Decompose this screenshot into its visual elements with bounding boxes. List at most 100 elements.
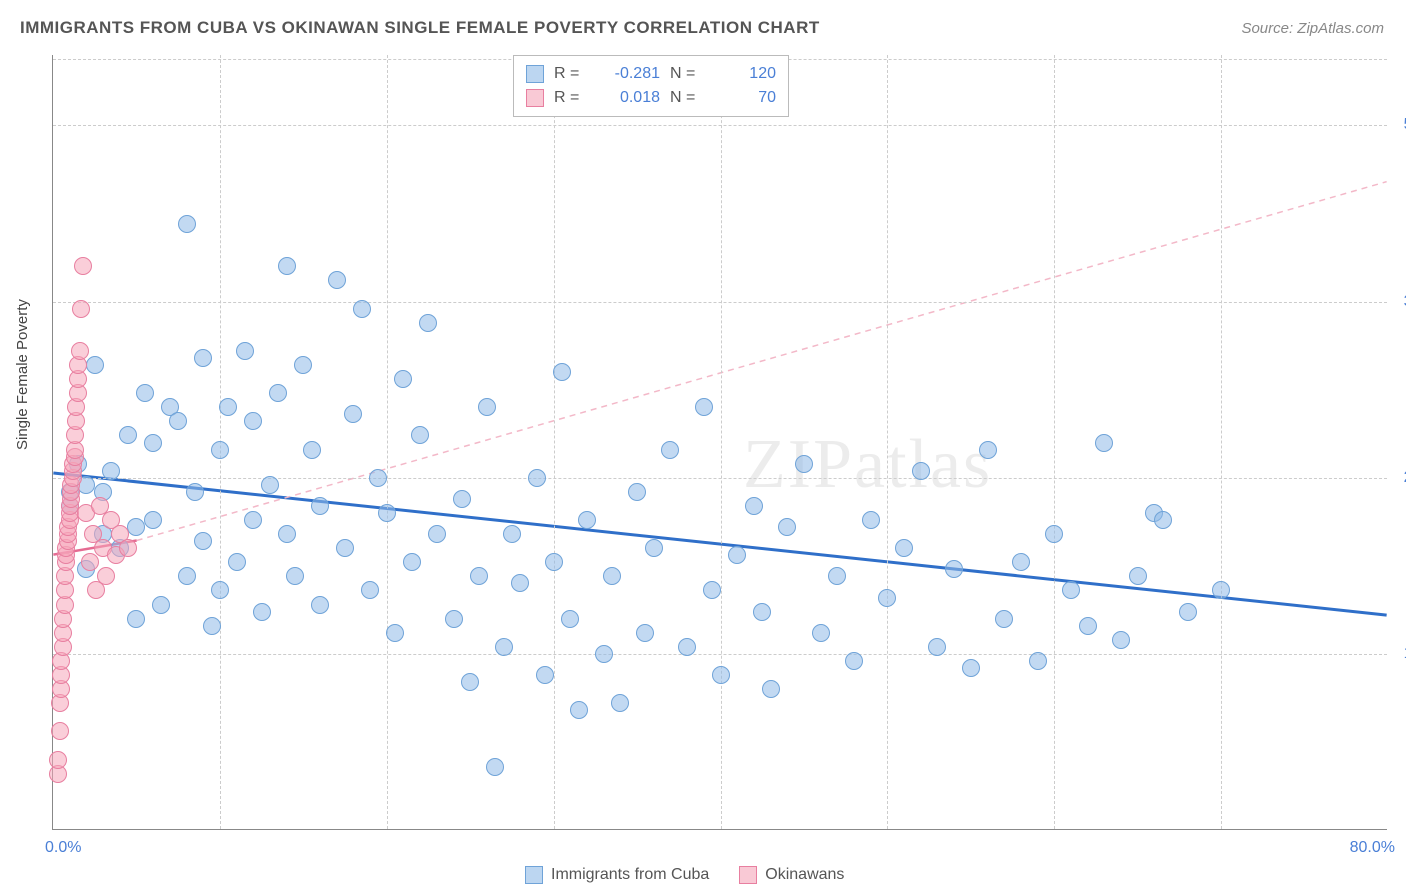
data-point [127,610,145,628]
data-point [136,384,154,402]
data-point [461,673,479,691]
data-point [895,539,913,557]
legend-row-okinawan: R = 0.018 N = 70 [526,86,776,110]
data-point [636,624,654,642]
data-point [1154,511,1172,529]
data-point [178,567,196,585]
data-point [102,462,120,480]
data-point [386,624,404,642]
source-attribution: Source: ZipAtlas.com [1241,20,1384,37]
data-point [1179,603,1197,621]
data-point [478,398,496,416]
data-point [603,567,621,585]
data-point [561,610,579,628]
r-label: R = [554,65,588,83]
y-axis-label: Single Female Poverty [14,299,31,450]
data-point [745,497,763,515]
data-point [51,722,69,740]
x-tick-max: 80.0% [1350,839,1395,857]
series-legend: Immigrants from Cuba Okinawans [525,866,844,884]
data-point [194,349,212,367]
data-point [394,370,412,388]
data-point [1095,434,1113,452]
data-point [211,581,229,599]
vgrid-line [387,55,388,829]
data-point [570,701,588,719]
data-point [203,617,221,635]
data-point [536,666,554,684]
watermark: ZIPatlas [743,425,992,505]
data-point [178,215,196,233]
legend-label: Immigrants from Cuba [551,866,709,884]
swatch-blue-icon [525,866,543,884]
data-point [152,596,170,614]
legend-label: Okinawans [765,866,844,884]
data-point [712,666,730,684]
data-point [912,462,930,480]
legend-item-cuba: Immigrants from Cuba [525,866,709,884]
data-point [261,476,279,494]
data-point [194,532,212,550]
data-point [812,624,830,642]
data-point [528,469,546,487]
data-point [49,751,67,769]
data-point [995,610,1013,628]
data-point [244,511,262,529]
x-tick-min: 0.0% [45,839,81,857]
data-point [71,342,89,360]
data-point [703,581,721,599]
data-point [369,469,387,487]
data-point [119,539,137,557]
data-point [1062,581,1080,599]
data-point [236,342,254,360]
data-point [945,560,963,578]
data-point [278,525,296,543]
data-point [979,441,997,459]
data-point [403,553,421,571]
data-point [1079,617,1097,635]
data-point [286,567,304,585]
data-point [269,384,287,402]
data-point [311,497,329,515]
data-point [795,455,813,473]
data-point [81,553,99,571]
data-point [511,574,529,592]
r-label: R = [554,89,588,107]
data-point [186,483,204,501]
data-point [503,525,521,543]
vgrid-line [887,55,888,829]
r-value-cuba: -0.281 [598,65,660,83]
scatter-plot-area: ZIPatlas R = -0.281 N = 120 R = 0.018 N … [52,55,1387,830]
data-point [728,546,746,564]
data-point [278,257,296,275]
n-label: N = [670,89,704,107]
vgrid-line [1054,55,1055,829]
data-point [127,518,145,536]
data-point [611,694,629,712]
data-point [845,652,863,670]
swatch-pink-icon [739,866,757,884]
y-tick-label: 12.5% [1393,645,1406,663]
data-point [486,758,504,776]
data-point [144,511,162,529]
n-label: N = [670,65,704,83]
data-point [1112,631,1130,649]
data-point [878,589,896,607]
data-point [470,567,488,585]
swatch-blue-icon [526,65,544,83]
r-value-okinawan: 0.018 [598,89,660,107]
data-point [144,434,162,452]
data-point [244,412,262,430]
data-point [228,553,246,571]
data-point [753,603,771,621]
n-value-okinawan: 70 [714,89,776,107]
data-point [344,405,362,423]
data-point [303,441,321,459]
correlation-legend: R = -0.281 N = 120 R = 0.018 N = 70 [513,55,789,117]
data-point [695,398,713,416]
data-point [119,426,137,444]
data-point [645,539,663,557]
vgrid-line [1221,55,1222,829]
vgrid-line [554,55,555,829]
n-value-cuba: 120 [714,65,776,83]
